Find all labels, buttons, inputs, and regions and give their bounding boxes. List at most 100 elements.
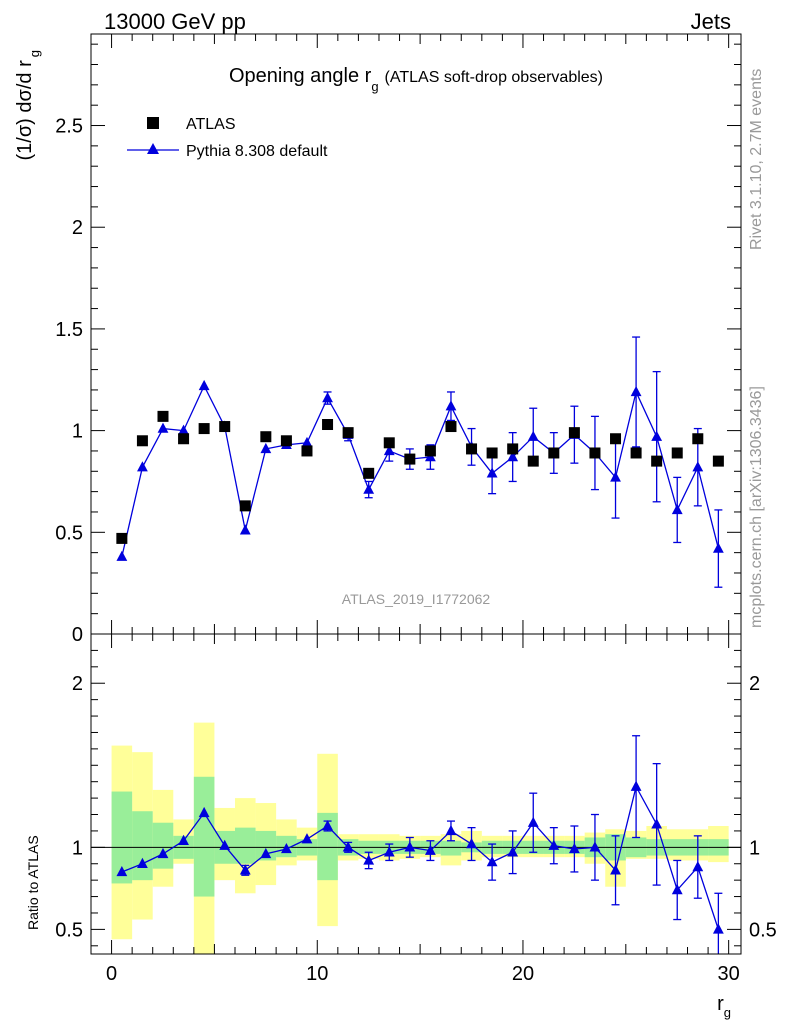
chart-title: Opening angle rg(ATLAS soft-drop observa… xyxy=(229,65,603,94)
data-points-group xyxy=(116,410,724,544)
atlas-point xyxy=(651,455,663,467)
header-left: 13000 GeV pp xyxy=(104,9,246,34)
atlas-point xyxy=(116,532,128,544)
ratio-point xyxy=(363,854,375,865)
y-tick-label: 2.5 xyxy=(55,116,83,138)
mc-point xyxy=(301,436,313,448)
mc-point xyxy=(630,385,642,397)
mc-point xyxy=(157,422,169,433)
ratio-point xyxy=(157,847,169,859)
ratio-tick-label-right: 2 xyxy=(749,673,760,695)
legend-marker-pythia xyxy=(147,143,159,154)
mc-point xyxy=(137,461,148,472)
atlas-point xyxy=(383,437,395,449)
mc-point xyxy=(322,392,333,403)
atlas-point xyxy=(260,431,272,443)
mc-series-line xyxy=(121,384,720,557)
atlas-point xyxy=(301,445,313,457)
mcplots-label: mcplots.cern.ch [arXiv:1306.3436] xyxy=(748,386,765,628)
ratio-point xyxy=(404,841,416,852)
x-tick-label: 30 xyxy=(718,963,740,985)
ratio-point xyxy=(219,839,231,850)
atlas-point xyxy=(692,433,704,445)
atlas-point xyxy=(610,433,622,445)
ratio-tick-label-left: 2 xyxy=(72,673,83,695)
mc-point xyxy=(363,483,375,494)
x-tick-label: 10 xyxy=(306,963,328,985)
ratio-point xyxy=(342,841,354,852)
atlas-point xyxy=(424,445,436,457)
y-tick-label: 0.5 xyxy=(55,522,83,544)
ratio-tick-label-right: 0.5 xyxy=(749,919,777,941)
ratio-band-inner-bin xyxy=(152,822,174,869)
ratio-band-inner-bin xyxy=(132,811,153,881)
ratio-point xyxy=(610,864,621,875)
ratio-point xyxy=(548,839,560,850)
atlas-point xyxy=(219,421,231,433)
atlas-point xyxy=(527,455,539,467)
x-tick-label: 20 xyxy=(512,963,534,985)
legend-label-pythia: Pythia 8.308 default xyxy=(186,143,328,160)
x-axis-label: rg xyxy=(717,993,731,1020)
ratio-point xyxy=(568,842,580,854)
ratio-point xyxy=(383,846,395,857)
atlas-point xyxy=(342,427,354,439)
ratio-band-inner-bin xyxy=(193,776,215,897)
mc-point xyxy=(116,550,128,561)
mc-point xyxy=(260,442,272,454)
mc-point xyxy=(651,430,663,441)
ratio-point xyxy=(137,857,148,868)
legend-marker-atlas xyxy=(147,117,159,129)
ratio-point xyxy=(322,820,333,831)
mc-point xyxy=(239,524,251,535)
legend: ATLAS Pythia 8.308 default xyxy=(127,116,328,160)
atlas-point xyxy=(568,427,580,439)
atlas-point xyxy=(630,447,642,459)
ratio-point xyxy=(630,780,642,791)
ratio-point xyxy=(671,884,683,895)
mc-point xyxy=(527,430,539,441)
ratio-point xyxy=(527,816,539,827)
atlas-point xyxy=(280,435,292,447)
ratio-point xyxy=(301,833,313,844)
mc-point xyxy=(671,503,683,515)
ratio-point xyxy=(260,847,272,859)
ratio-point xyxy=(281,842,292,854)
ratio-point xyxy=(466,838,477,849)
atlas-point xyxy=(322,419,334,431)
ratio-frame xyxy=(90,633,742,955)
ratio-tick-label-left: 1 xyxy=(72,837,83,859)
ratio-point xyxy=(507,846,519,857)
y-tick-label: 1 xyxy=(72,421,83,443)
mc-point xyxy=(383,444,395,456)
mc-point xyxy=(692,461,704,472)
mc-point xyxy=(178,424,189,435)
ratio-point xyxy=(178,834,189,845)
ratio-series-line xyxy=(121,784,719,930)
mc-point xyxy=(712,542,724,553)
rivet-label: Rivet 3.1.10, 2.7M events xyxy=(748,69,765,250)
y-tick-label: 0 xyxy=(72,624,83,646)
ratio-point xyxy=(486,856,498,867)
ratio-band-inner-bin xyxy=(111,791,133,884)
mc-point xyxy=(486,467,498,478)
ratio-point xyxy=(651,818,663,829)
atlas-point xyxy=(178,433,190,445)
ratio-line-group xyxy=(116,735,724,954)
ratio-point xyxy=(712,923,724,934)
atlas-point xyxy=(589,447,601,459)
tick-labels: 0 10 20 30 0 0.5 1 1.5 2 2.5 0.5 0.5 1 1 2 2 xyxy=(55,116,777,985)
legend-label-atlas: ATLAS xyxy=(186,116,236,133)
ratio-band-inner-bin xyxy=(440,840,462,856)
ratio-point xyxy=(589,841,601,852)
ratio-y-axis-label: Ratio to ATLAS xyxy=(25,835,41,930)
y-tick-label: 1.5 xyxy=(55,319,83,341)
ratio-point xyxy=(424,844,436,855)
atlas-point xyxy=(198,423,210,435)
atlas-point xyxy=(239,500,251,512)
ratio-point xyxy=(445,824,457,836)
atlas-point xyxy=(445,421,457,433)
y-axis-label: (1/σ) dσ/d rg xyxy=(14,50,42,161)
ratio-point xyxy=(692,861,704,872)
